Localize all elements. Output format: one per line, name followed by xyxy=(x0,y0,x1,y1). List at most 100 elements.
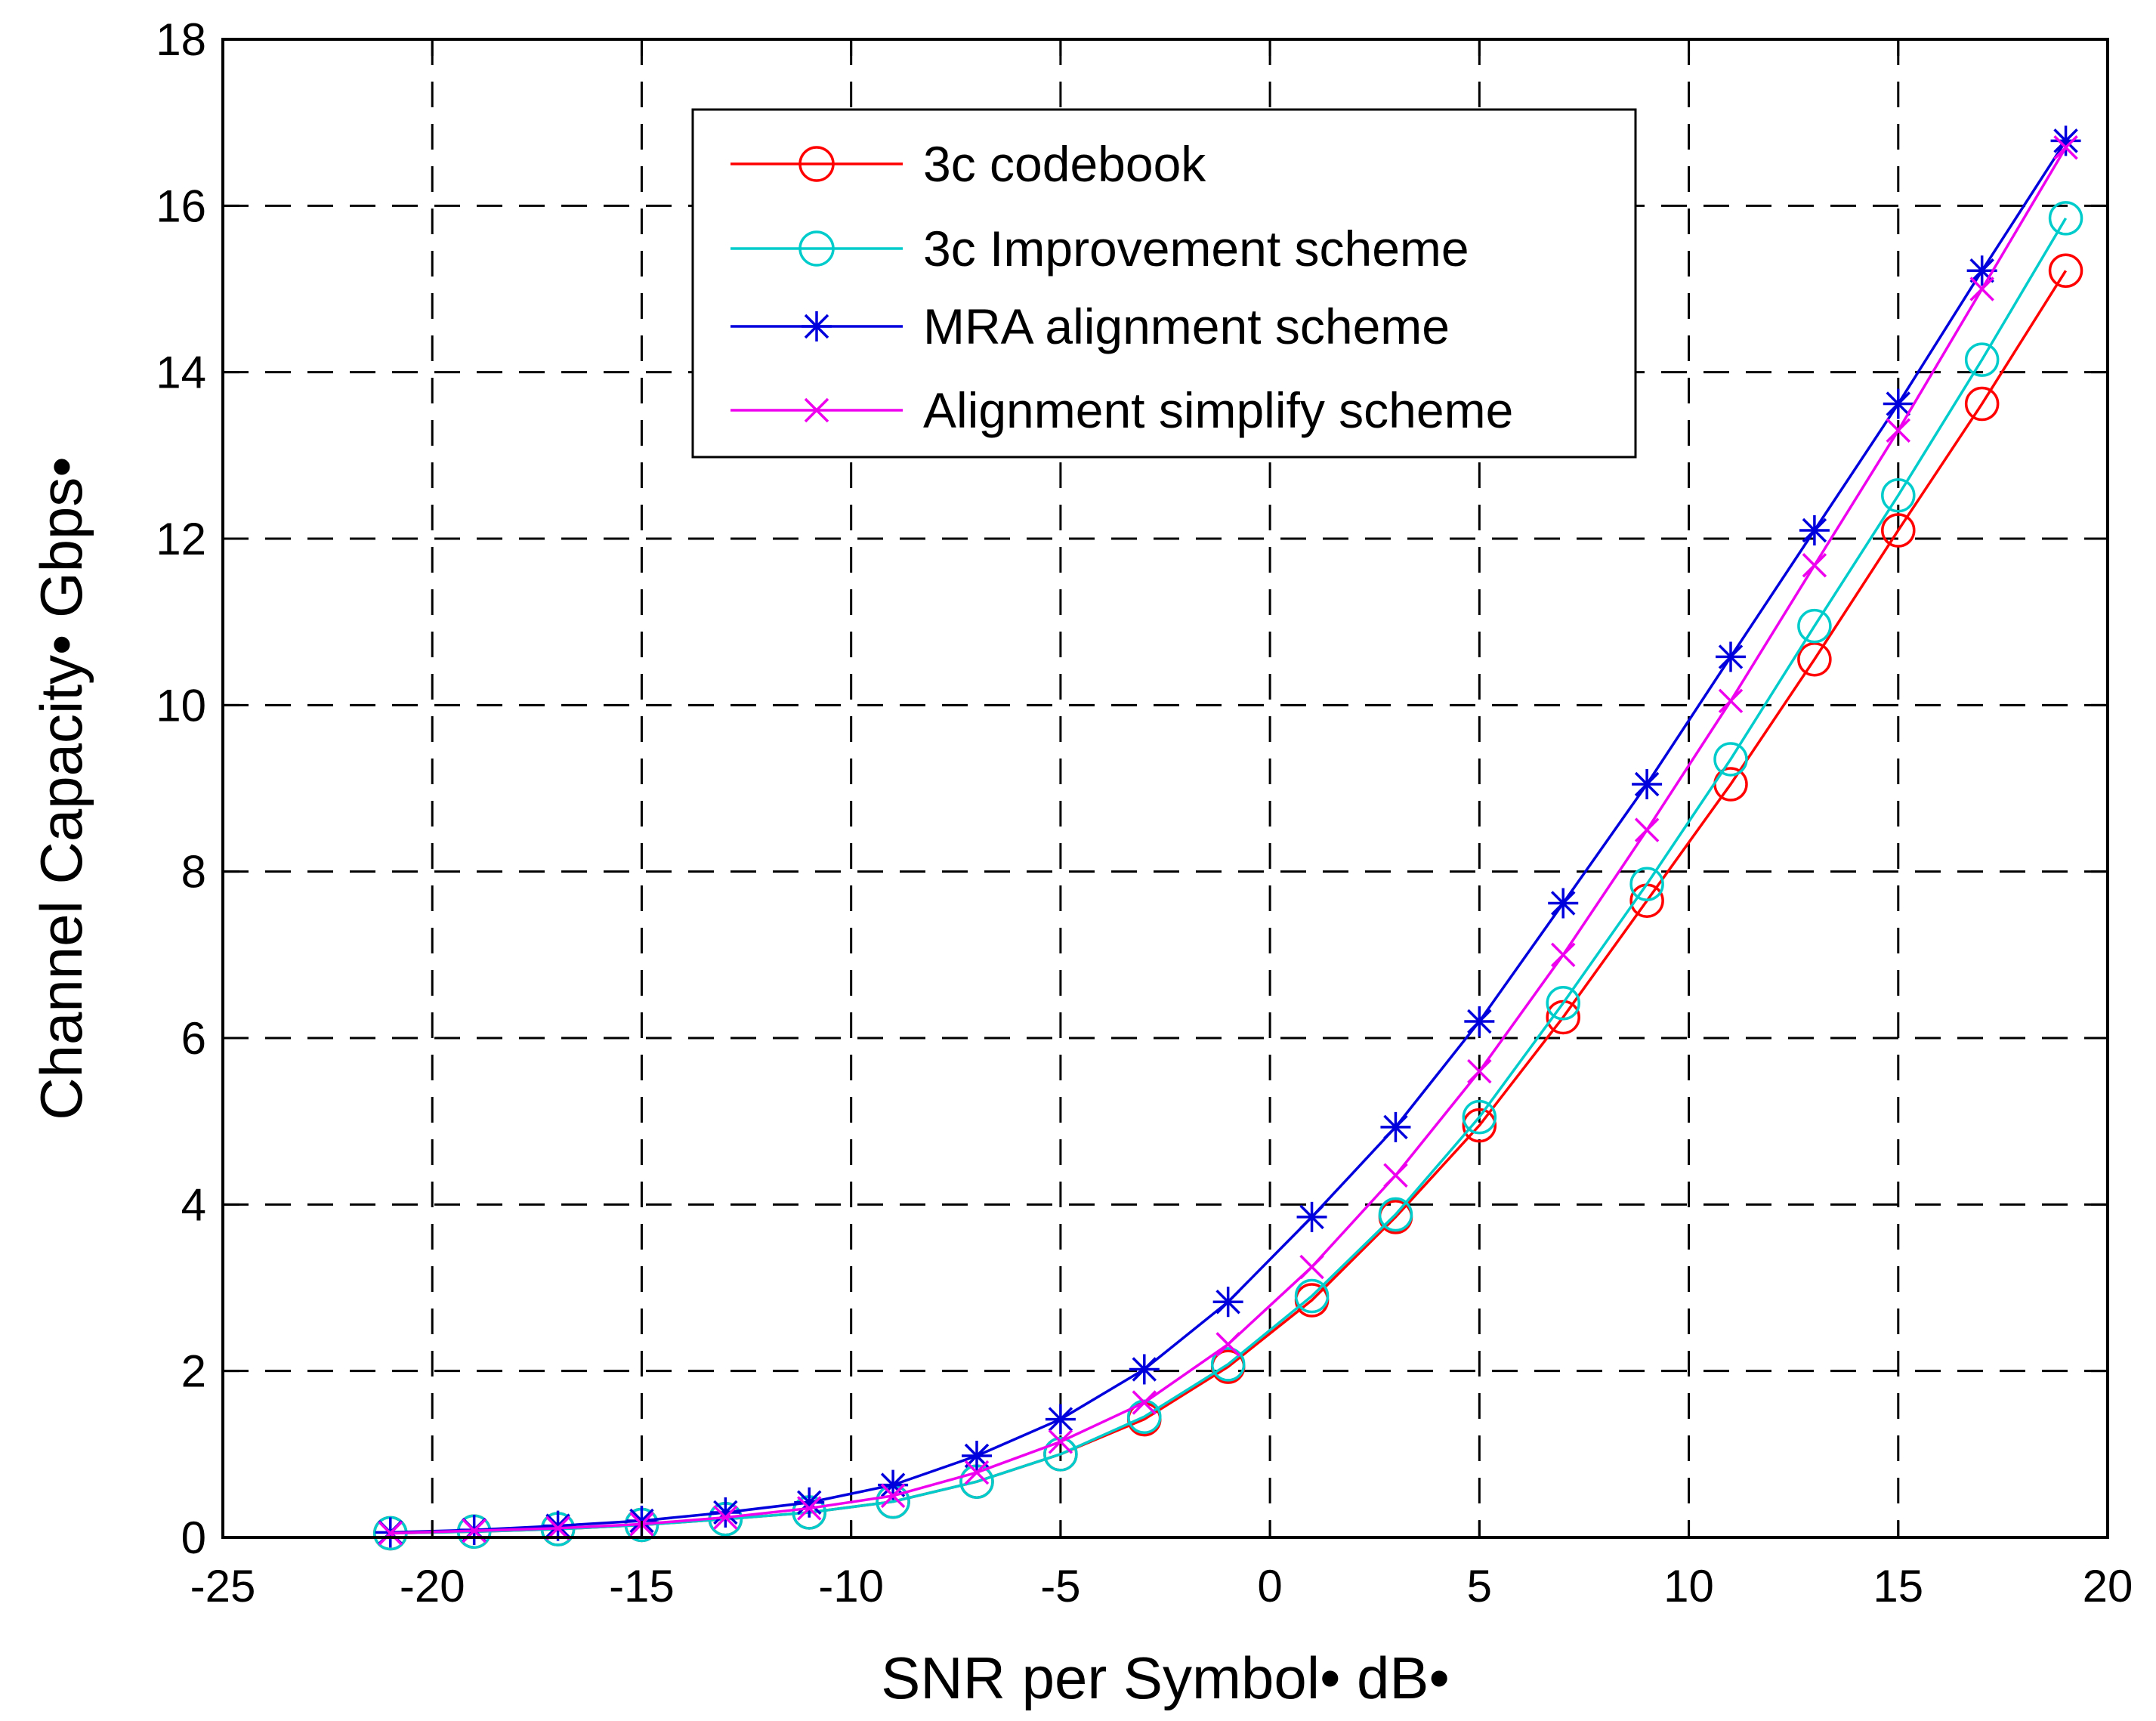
data-point xyxy=(545,1516,570,1541)
data-point xyxy=(1548,888,1579,919)
x-tick-label: -25 xyxy=(190,1561,256,1611)
y-tick-label: 10 xyxy=(156,680,206,731)
data-point xyxy=(378,1521,403,1546)
legend-marker xyxy=(798,230,835,267)
data-point xyxy=(1294,1278,1330,1314)
y-tick-label: 8 xyxy=(181,847,206,898)
x-tick-label: 10 xyxy=(1663,1561,1714,1611)
legend-label: 3c Improvement scheme xyxy=(923,221,1469,277)
data-point xyxy=(1380,1111,1411,1142)
series-3 xyxy=(378,134,2078,1546)
plot-area-frame xyxy=(221,38,2109,1539)
y-tick-label: 12 xyxy=(156,514,206,564)
data-point xyxy=(1969,277,1994,301)
data-point-stroke xyxy=(1886,418,1911,443)
x-tick-label: 0 xyxy=(1257,1561,1282,1611)
data-point xyxy=(1462,1099,1497,1135)
y-tick-label: 14 xyxy=(156,348,206,398)
legend-entry: MRA alignment scheme xyxy=(731,298,1450,354)
x-tick-label: -10 xyxy=(818,1561,884,1611)
data-point-stroke xyxy=(1048,1429,1073,1454)
data-point xyxy=(1299,1254,1324,1280)
data-point xyxy=(1964,342,2000,377)
y-tick-label: 16 xyxy=(156,181,206,231)
data-point xyxy=(962,1441,992,1472)
data-point xyxy=(2048,201,2083,236)
data-point-stroke xyxy=(1299,1254,1324,1280)
legend-marker xyxy=(804,397,829,423)
data-point-stroke xyxy=(1634,817,1660,842)
data-point xyxy=(1132,1390,1157,1415)
legend-label: MRA alignment scheme xyxy=(923,298,1450,354)
data-point xyxy=(1467,1058,1492,1084)
legend-marker xyxy=(802,311,832,341)
legend-marker-stroke xyxy=(804,397,829,423)
data-point xyxy=(1713,742,1748,777)
data-point xyxy=(1881,477,1916,513)
legend-entry: 3c codebook xyxy=(731,136,1206,192)
data-point-stroke xyxy=(1718,688,1744,714)
legend-marker xyxy=(798,146,835,182)
series-layer xyxy=(373,125,2083,1551)
data-point-stroke xyxy=(1467,1058,1492,1084)
data-point xyxy=(1802,553,1827,578)
x-tick-label: 20 xyxy=(2083,1561,2133,1611)
data-point-stroke xyxy=(713,1505,738,1530)
data-point xyxy=(1799,514,1830,545)
data-point xyxy=(2050,125,2081,156)
data-point xyxy=(1045,1404,1076,1435)
data-point xyxy=(1964,386,2000,422)
data-point xyxy=(626,1505,657,1536)
data-point-stroke xyxy=(1132,1390,1157,1415)
y-tick-label: 2 xyxy=(181,1346,206,1397)
data-point xyxy=(1550,942,1576,968)
data-point-stroke xyxy=(545,1516,570,1541)
data-point xyxy=(2048,253,2083,289)
y-tick-label: 18 xyxy=(156,14,206,65)
data-point-stroke xyxy=(1215,1332,1240,1357)
data-point-stroke xyxy=(1550,942,1576,968)
data-point xyxy=(880,1483,906,1509)
tick-layer: -25 -20 -15 -10 -5 0 5 10 15 20 0 2 4 6 8 10 12 14 16 18 xyxy=(156,14,2133,1611)
data-point xyxy=(2053,134,2078,160)
x-tick-label: -15 xyxy=(609,1561,675,1611)
x-tick-label: 5 xyxy=(1467,1561,1492,1611)
data-point-stroke xyxy=(796,1496,822,1521)
data-point xyxy=(1716,641,1746,672)
data-point xyxy=(1210,1347,1246,1382)
data-point xyxy=(1464,1006,1495,1037)
y-tick-label: 0 xyxy=(181,1512,206,1563)
x-axis-label: SNR per Symbol• dB• xyxy=(881,1645,1450,1711)
data-point xyxy=(1797,608,1832,644)
legend-entries: 3c codebook 3c Improvement scheme MRA alig… xyxy=(731,136,1513,438)
data-point xyxy=(1215,1332,1240,1357)
y-axis-label: Channel Capacity• Gbps• xyxy=(28,456,94,1120)
x-tick-label: -5 xyxy=(1040,1561,1080,1611)
data-point xyxy=(1883,388,1914,419)
data-point xyxy=(1378,1197,1413,1232)
y-tick-label: 4 xyxy=(181,1179,206,1230)
data-point-stroke xyxy=(880,1483,906,1509)
data-point xyxy=(1632,768,1663,799)
data-point xyxy=(1881,513,1916,548)
data-point-stroke xyxy=(378,1521,403,1546)
data-point xyxy=(1296,1201,1327,1232)
data-point-stroke xyxy=(1969,277,1994,301)
legend: 3c codebook 3c Improvement scheme MRA alig… xyxy=(691,108,1637,459)
data-point xyxy=(1462,1108,1497,1143)
legend-label: 3c codebook xyxy=(923,136,1206,192)
data-point xyxy=(1629,867,1664,901)
legend-label: Alignment simplify scheme xyxy=(923,382,1513,438)
data-point-stroke xyxy=(1802,553,1827,578)
data-point xyxy=(1043,1437,1078,1472)
data-point xyxy=(1129,1354,1160,1385)
legend-box xyxy=(691,108,1637,459)
data-point xyxy=(1546,985,1580,1021)
legend-entry: Alignment simplify scheme xyxy=(731,382,1513,438)
data-point xyxy=(542,1510,573,1541)
data-point xyxy=(796,1496,822,1521)
x-tick-label: -20 xyxy=(400,1561,465,1611)
data-point xyxy=(1212,1287,1243,1318)
